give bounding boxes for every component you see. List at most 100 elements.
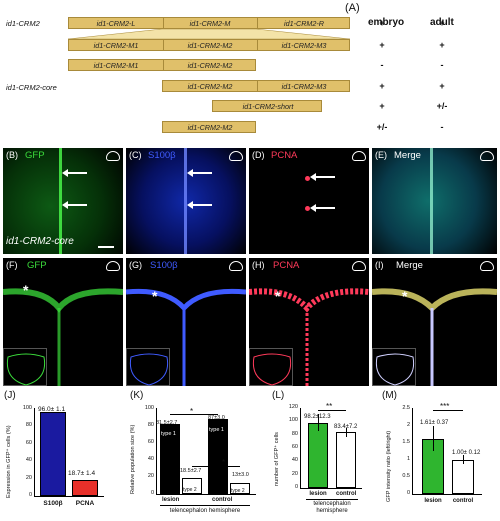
significance-mark: * xyxy=(222,458,226,467)
sig-bracket xyxy=(170,414,218,415)
y-axis-label: GFP intensity ratio (left/right) xyxy=(386,430,392,502)
arrow-icon xyxy=(62,169,87,177)
midline xyxy=(430,148,433,254)
bar-label: type 1 xyxy=(209,427,224,433)
crm2-core-row-label: id1-CRM2-core xyxy=(6,83,57,92)
y-tick: 20 xyxy=(25,475,32,481)
value-label: 81.5±2.7 xyxy=(156,420,178,426)
category-label: control xyxy=(336,491,357,497)
significance-mark: *** xyxy=(440,402,450,411)
adult-mark: + xyxy=(439,40,445,50)
bar-control-type2 xyxy=(230,482,250,494)
chart-l: (L) number of GFP⁺ cells 0 20 40 60 80 1… xyxy=(268,390,378,521)
group-line xyxy=(306,499,358,500)
arrow-icon xyxy=(310,173,335,181)
segment-divider xyxy=(163,18,164,28)
whole-brain-inset xyxy=(249,348,293,386)
bar-control xyxy=(336,432,356,488)
error-bar xyxy=(433,425,434,452)
crm2-row-label: id1-CRM2 xyxy=(6,19,40,28)
construct-row-5: id1-CRM2-short xyxy=(212,100,322,112)
embryo-mark: +/- xyxy=(376,122,388,132)
y-tick: 40 xyxy=(291,457,298,463)
y-tick: 60 xyxy=(25,440,32,446)
value-label: 1.00± 0.12 xyxy=(452,450,481,456)
panel-label: (I) xyxy=(375,260,384,270)
category-label: control xyxy=(212,497,233,503)
chart-m: (M) GFP intensity ratio (left/right) 0 0… xyxy=(380,390,500,521)
embryo-mark: + xyxy=(379,101,385,111)
construct-row-6: id1-CRM2-M2 xyxy=(162,121,256,133)
sig-bracket xyxy=(433,410,463,411)
category-label: PCNA xyxy=(75,500,95,507)
brain-orientation-icon xyxy=(106,261,120,271)
y-tick: 80 xyxy=(147,422,154,428)
bar-label: type 2 xyxy=(183,487,197,493)
y-tick: 20 xyxy=(291,471,298,477)
adult-mark: + xyxy=(439,81,445,91)
lesion-asterisk: * xyxy=(275,288,281,304)
adult-mark: - xyxy=(440,60,444,70)
bar-lesion-type2 xyxy=(182,478,202,494)
lesion-asterisk: * xyxy=(23,282,29,298)
panel-label: (B) xyxy=(6,150,18,160)
scale-bar xyxy=(98,246,114,248)
error-bar xyxy=(346,427,347,438)
y-tick: 2 xyxy=(406,422,410,428)
value-label: 18.7± 1.4 xyxy=(68,470,96,477)
construct-row-3: id1-CRM2-M1 id1-CRM2-M2 xyxy=(68,59,256,71)
y-tick: 60 xyxy=(291,444,298,450)
y-tick: 100 xyxy=(288,417,298,423)
segment-label: id1-CRM2-R xyxy=(284,18,324,28)
chart-k: (K) Relative population size (%) 0 20 40… xyxy=(126,390,266,521)
segment-divider xyxy=(257,18,258,28)
y-tick: 100 xyxy=(144,405,154,411)
panel-label: (J) xyxy=(4,390,16,401)
micrograph-g-s100b: (G) S100β * xyxy=(126,258,246,386)
y-tick: 2.5 xyxy=(402,405,410,411)
bar-lesion xyxy=(308,422,328,488)
segment-divider xyxy=(257,81,258,91)
brain-orientation-icon xyxy=(106,151,120,161)
y-tick: 1.5 xyxy=(402,439,410,445)
error-bar xyxy=(463,455,464,464)
embryo-mark: + xyxy=(379,18,385,28)
segment-label: id1-CRM2-M1 xyxy=(93,60,139,70)
x-axis xyxy=(34,496,104,497)
y-tick: 80 xyxy=(25,422,32,428)
whole-brain-inset xyxy=(372,348,416,386)
brain-orientation-icon xyxy=(352,151,366,161)
x-axis-label: telencephalon hemisphere xyxy=(313,501,351,514)
embryo-header: embryo xyxy=(368,17,405,28)
panel-label: (D) xyxy=(252,150,265,160)
construct-row-4: id1-CRM2-M2 id1-CRM2-M3 xyxy=(162,80,350,92)
y-tick: 80 xyxy=(291,431,298,437)
segment-label: id1-CRM2-M xyxy=(189,18,231,28)
channel-label: Merge xyxy=(396,260,423,271)
micrograph-h-pcna: (H) PCNA * xyxy=(249,258,369,386)
construct-caption: id1-CRM2-core xyxy=(6,236,74,247)
pcna-cell xyxy=(305,206,310,211)
sig-bracket xyxy=(192,466,240,467)
micrograph-c-s100b: (C) S100β xyxy=(126,148,246,254)
micrograph-f-gfp: (F) GFP * xyxy=(3,258,123,386)
error-bar xyxy=(318,414,319,431)
midline xyxy=(59,148,62,254)
bar-s100b xyxy=(40,411,66,496)
y-tick: 40 xyxy=(25,457,32,463)
panel-label: (K) xyxy=(130,390,144,401)
bar-lesion-type1 xyxy=(160,423,180,494)
y-axis-label: Expression in GFP⁺ cells (%) xyxy=(6,425,12,498)
y-tick: 20 xyxy=(147,473,154,479)
ventricle-shape xyxy=(126,288,246,386)
panel-label: (L) xyxy=(272,390,285,401)
y-tick: 1 xyxy=(406,456,410,462)
arrow-icon xyxy=(187,169,212,177)
y-tick: 60 xyxy=(147,439,154,445)
value-label: 96.0± 1.1 xyxy=(38,406,66,413)
value-label: 83.4±7.2 xyxy=(334,424,358,430)
significance-mark: * xyxy=(190,407,194,416)
y-tick: 120 xyxy=(288,404,298,410)
segment-divider xyxy=(163,40,164,50)
significance-mark: ** xyxy=(326,402,333,411)
